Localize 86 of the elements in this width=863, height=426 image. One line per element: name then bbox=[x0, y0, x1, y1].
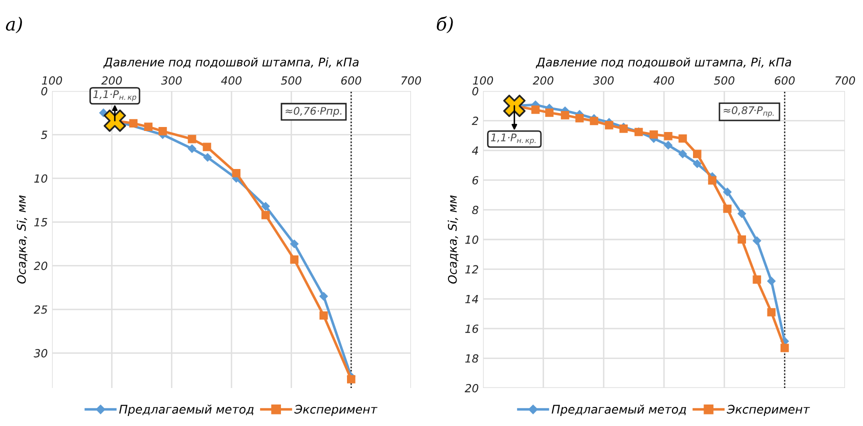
point bbox=[290, 255, 298, 264]
y-tick-label: 30 bbox=[34, 349, 48, 358]
annotation: ≈0,76·Pпр. bbox=[286, 106, 342, 117]
x-tick-label: 400 bbox=[221, 76, 242, 85]
annotation: ≈0,87·P$_{пр.}$ bbox=[724, 106, 774, 118]
x-tick-label: 200 bbox=[532, 76, 554, 85]
y-tick-label: 10 bbox=[465, 235, 478, 244]
point bbox=[575, 114, 584, 122]
y-tick-label: 18 bbox=[465, 354, 478, 363]
y-tick-label: 20 bbox=[464, 384, 478, 392]
chart-title: б) bbox=[436, 16, 453, 34]
y-tick-label: 25 bbox=[34, 305, 48, 314]
point bbox=[604, 120, 614, 130]
y-tick-label: 5 bbox=[40, 130, 48, 140]
y-tick-label: 10 bbox=[34, 174, 48, 183]
point bbox=[144, 122, 152, 131]
point bbox=[261, 210, 270, 220]
point bbox=[678, 134, 687, 143]
x-tick-label: 600 bbox=[341, 76, 362, 85]
legend-label: Эксперимент bbox=[726, 404, 810, 416]
x-tick-label: 300 bbox=[161, 76, 182, 85]
legend-label: Предлагаемый метод bbox=[552, 404, 686, 416]
legend-label: Предлагаемый метод bbox=[119, 404, 254, 416]
x-tick-label: 700 bbox=[835, 76, 856, 85]
point bbox=[347, 375, 356, 384]
x-tick-label: 500 bbox=[280, 76, 302, 85]
point bbox=[723, 188, 732, 196]
y-tick-label: 2 bbox=[472, 116, 478, 125]
y-tick-label: 4 bbox=[472, 146, 478, 155]
point bbox=[503, 94, 526, 117]
point bbox=[678, 150, 687, 158]
point bbox=[752, 275, 762, 284]
y-axis-title: Осадка, Si, мм bbox=[448, 195, 458, 284]
x-tick-label: 600 bbox=[774, 76, 795, 85]
y-tick-label: 15 bbox=[34, 218, 48, 226]
x-axis-title: Давление под подошвой штампа, Pi, кПа bbox=[536, 57, 792, 68]
point bbox=[664, 132, 672, 140]
point bbox=[767, 308, 776, 316]
x-tick-label: 300 bbox=[593, 76, 614, 85]
x-tick-label: 700 bbox=[401, 76, 422, 85]
point bbox=[232, 168, 240, 178]
point bbox=[203, 153, 212, 162]
point bbox=[188, 134, 196, 144]
chart-title: а) bbox=[6, 16, 22, 34]
annotation: 1,1·P$_{н.кр}$ bbox=[93, 90, 136, 102]
point bbox=[560, 111, 570, 120]
x-tick-label: 500 bbox=[714, 76, 734, 85]
point bbox=[723, 204, 732, 213]
point bbox=[693, 160, 702, 168]
point bbox=[590, 116, 598, 126]
y-tick-label: 14 bbox=[465, 295, 478, 304]
x-tick-label: 400 bbox=[654, 76, 674, 85]
y-tick-label: 0 bbox=[472, 86, 478, 96]
x-tick-label: 100 bbox=[472, 76, 494, 85]
point bbox=[129, 119, 138, 128]
point bbox=[738, 235, 746, 244]
point bbox=[158, 127, 167, 136]
point bbox=[320, 292, 328, 300]
x-axis-title: Давление под подошвой штампа, Pi, кПа bbox=[103, 57, 359, 68]
point bbox=[261, 202, 270, 210]
point bbox=[104, 110, 126, 132]
point bbox=[319, 311, 328, 320]
y-axis-title: Осадка, Si, мм bbox=[16, 195, 28, 284]
legend-label: Эксперимент bbox=[294, 404, 378, 416]
point bbox=[188, 144, 196, 153]
point bbox=[767, 276, 776, 286]
y-tick-label: 16 bbox=[465, 324, 478, 333]
point bbox=[202, 142, 212, 152]
x-tick-label: 100 bbox=[42, 76, 62, 85]
point bbox=[531, 106, 540, 114]
point bbox=[752, 236, 762, 245]
y-tick-label: 20 bbox=[34, 262, 48, 270]
point bbox=[664, 141, 672, 150]
y-tick-label: 8 bbox=[472, 206, 478, 214]
point bbox=[650, 130, 658, 139]
point bbox=[708, 176, 716, 185]
y-tick-label: 6 bbox=[472, 176, 478, 184]
point bbox=[693, 150, 702, 158]
x-tick-label: 200 bbox=[101, 76, 122, 85]
y-tick-label: 0 bbox=[41, 86, 48, 96]
point bbox=[780, 344, 789, 352]
point bbox=[545, 108, 554, 117]
point bbox=[738, 210, 746, 218]
point bbox=[290, 240, 298, 248]
y-tick-label: 12 bbox=[465, 265, 478, 274]
annotation: 1,1·P$_{н.кр.}$ bbox=[490, 134, 536, 144]
